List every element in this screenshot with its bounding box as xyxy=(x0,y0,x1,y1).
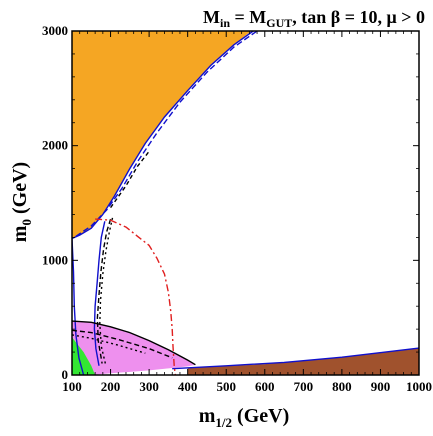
y-tick-label: 3000 xyxy=(42,23,68,38)
contour-black-dotted-inner xyxy=(72,334,146,354)
y-axis-label: m0 (GeV) xyxy=(9,162,34,242)
x-tick-label: 800 xyxy=(332,379,352,394)
y-ticks: 0 1000 2000 3000 xyxy=(42,23,419,382)
contour-red-dot-dash xyxy=(95,218,176,375)
title-prefix: M xyxy=(203,7,220,27)
x-axis-label-main: m xyxy=(199,405,216,427)
contour-black-dotted-vertical xyxy=(99,217,114,366)
region-pink xyxy=(72,321,196,375)
contour-black-upper-dashed xyxy=(110,150,150,209)
contour-blue-orange-edge xyxy=(72,31,254,240)
contour-black-pink-edge xyxy=(72,320,196,366)
x-axis-label-unit: (GeV) xyxy=(232,405,289,427)
contour-black-dashed-inner xyxy=(72,329,173,359)
contour-black-dashed-vertical xyxy=(96,218,112,364)
x-tick-label: 500 xyxy=(216,379,236,394)
y-axis-label-unit: (GeV) xyxy=(9,162,31,219)
x-tick-label: 200 xyxy=(101,379,121,394)
y-tick-label: 2000 xyxy=(42,138,68,153)
title-eq: = M xyxy=(230,7,266,27)
region-orange xyxy=(72,31,252,239)
contour-blue-left-edge xyxy=(72,238,85,375)
x-axis-label-sub: 1/2 xyxy=(215,415,232,430)
regions-layer xyxy=(72,31,419,375)
x-axis-label: m1/2 (GeV) xyxy=(199,405,290,430)
title-rest: , tan β = 10, μ > 0 xyxy=(292,7,425,27)
x-tick-label: 900 xyxy=(371,379,391,394)
contour-blue-vertical-inner xyxy=(93,221,106,366)
contours-layer xyxy=(72,31,419,375)
y-tick-label: 0 xyxy=(62,367,69,382)
contour-blue-upper-dashed xyxy=(75,31,258,237)
x-tick-label: 600 xyxy=(255,379,275,394)
y-axis-label-main: m xyxy=(9,225,31,242)
x-tick-label: 400 xyxy=(178,379,198,394)
plot-frame xyxy=(71,30,420,376)
x-tick-label: 300 xyxy=(139,379,159,394)
y-tick-label: 1000 xyxy=(42,252,68,267)
y-axis-label-sub: 0 xyxy=(19,219,34,226)
x-ticks: 100 200 300 400 500 600 700 800 900 1000 xyxy=(62,31,432,394)
x-tick-label: 700 xyxy=(294,379,314,394)
chart-title: Min = MGUT, tan β = 10, μ > 0 xyxy=(203,7,425,30)
x-tick-label: 1000 xyxy=(406,379,432,394)
region-brown xyxy=(187,348,419,375)
title-eq-sub: GUT xyxy=(266,16,292,30)
x-tick-label: 100 xyxy=(62,379,82,394)
contour-blue-brown-edge xyxy=(172,347,419,370)
title-prefix-sub: in xyxy=(220,16,230,30)
